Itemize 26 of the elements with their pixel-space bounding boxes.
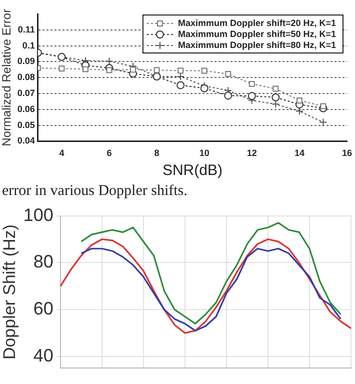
x-tick-label: 10: [199, 148, 210, 158]
x-tick-label: 4: [59, 148, 64, 158]
y-tick-label: 0.11: [18, 24, 35, 34]
y-tick-label: 100: [23, 204, 54, 225]
y-tick-label: 80: [33, 252, 54, 272]
x-tick-label: 14: [294, 148, 304, 158]
legend-label: Maximmum Doppler shift=80 Hz, K=1: [178, 40, 336, 50]
y-tick-label: 0.1: [22, 40, 35, 50]
x-tick-label: 16: [342, 148, 352, 158]
y-tick-label: 0.06: [17, 104, 35, 114]
y-tick-label: 0.04: [17, 136, 35, 146]
y-tick-label: 60: [33, 298, 54, 319]
text: error in various Doppler shifts.: [1, 182, 188, 201]
x-axis-title: SNR(dB): [162, 162, 222, 180]
y-tick-label: 0.07: [17, 88, 35, 98]
y-tick-label: 40: [33, 345, 54, 366]
y-tick-label: 0.05: [17, 120, 35, 130]
x-tick-label: 8: [154, 148, 160, 158]
y-axis-title: Normalized Relative Error: [0, 8, 14, 146]
y-tick-label: 0.08: [17, 72, 35, 82]
y-tick-label: 0.09: [17, 56, 35, 66]
legend-label: Maximmum Doppler shift=50 Hz, K=1: [178, 28, 336, 39]
y-axis-title: Doppler Shift (Hz): [0, 224, 19, 360]
legend-label: Maximmum Doppler shift=20 Hz, K=1: [178, 18, 336, 28]
x-tick-label: 6: [106, 148, 112, 158]
x-tick-label: 12: [246, 148, 257, 158]
